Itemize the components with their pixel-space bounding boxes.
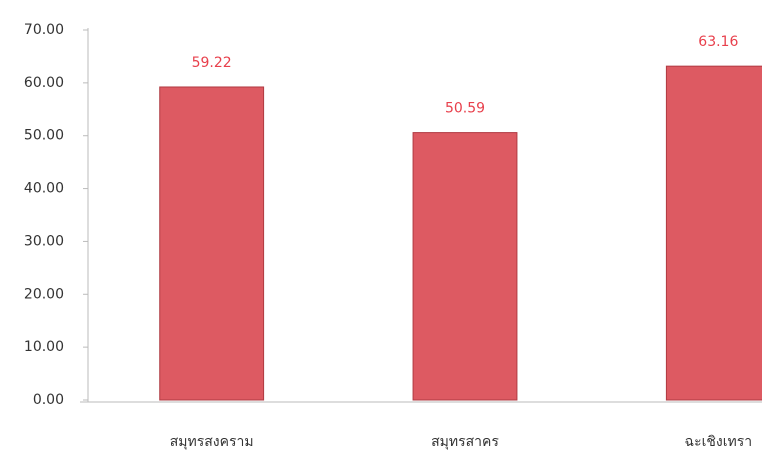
x-tick-label: สมุทรสาคร <box>431 434 499 450</box>
y-tick-label: 30.00 <box>24 233 64 249</box>
x-tick-label: สมุทรสงคราม <box>170 434 254 450</box>
x-tick-label: ฉะเชิงเทรา <box>685 434 753 450</box>
value-label: 59.22 <box>192 55 232 71</box>
y-tick-label: 70.00 <box>24 22 64 38</box>
y-tick-label: 20.00 <box>24 286 64 302</box>
bar <box>159 86 265 401</box>
bar <box>665 65 762 401</box>
value-label: 50.59 <box>445 101 485 117</box>
y-tick-label: 0.00 <box>33 392 64 408</box>
y-tick-label: 40.00 <box>24 181 64 197</box>
y-tick-label: 50.00 <box>24 128 64 144</box>
value-label: 63.16 <box>698 34 738 50</box>
y-tick-label: 10.00 <box>24 339 64 355</box>
bar <box>412 132 518 401</box>
y-tick-label: 60.00 <box>24 75 64 91</box>
